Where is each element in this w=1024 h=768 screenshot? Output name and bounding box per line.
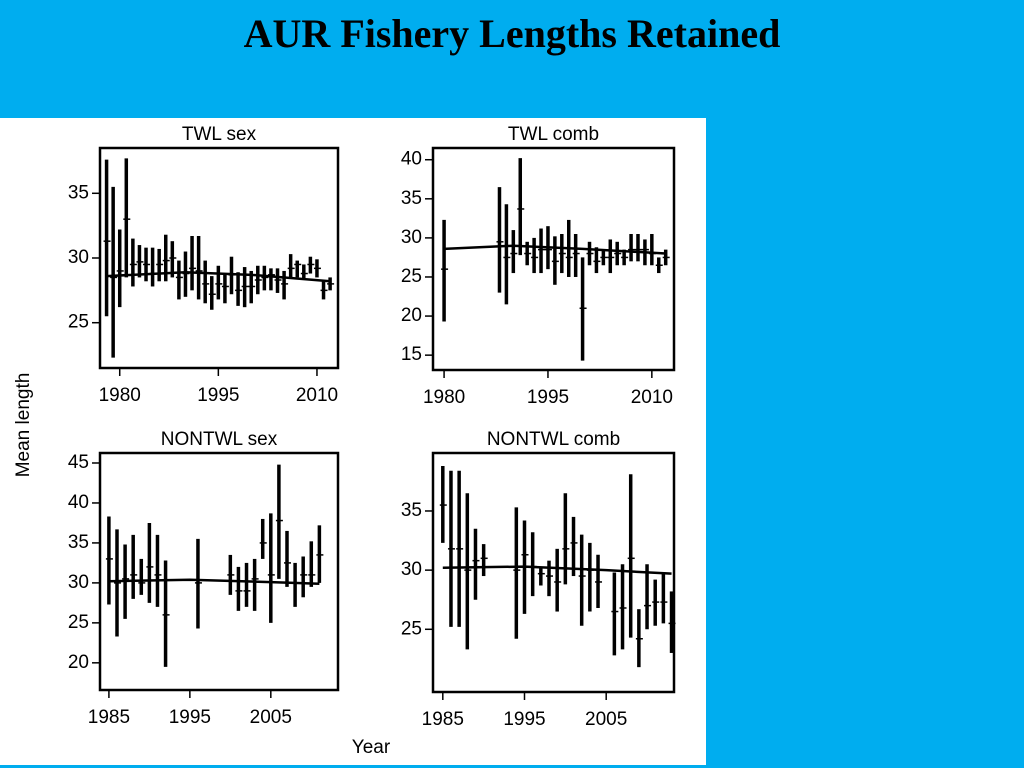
x-tick-label: 1985: [422, 709, 464, 730]
y-tick-label: 20: [68, 652, 89, 673]
x-tick-label: 1985: [88, 707, 130, 728]
x-tick-label: 2005: [250, 707, 292, 728]
plot-frame: [431, 146, 676, 372]
y-tick-label: 25: [401, 266, 422, 287]
y-tick-label: 40: [401, 149, 422, 170]
panel-title: TWL comb: [508, 124, 599, 145]
plot-frame: [98, 146, 340, 370]
y-tick-label: 30: [68, 247, 89, 268]
x-tick-label: 1995: [197, 385, 239, 406]
figure-background: [0, 118, 706, 765]
y-tick-label: 35: [68, 532, 89, 553]
y-tick-label: 40: [68, 492, 89, 513]
y-tick-label: 35: [401, 500, 422, 521]
x-tick-label: 1995: [503, 709, 545, 730]
panel-title: NONTWL sex: [161, 429, 278, 450]
plot-frame: [98, 451, 340, 692]
y-tick-label: 15: [401, 344, 422, 365]
panel-title: TWL sex: [182, 124, 257, 145]
plot-frame: [431, 451, 676, 694]
y-tick-label: 35: [68, 182, 89, 203]
x-tick-label: 2005: [585, 709, 627, 730]
y-tick-label: 30: [401, 227, 422, 248]
slide-title: AUR Fishery Lengths Retained: [244, 11, 781, 56]
x-tick-label: 1980: [99, 385, 141, 406]
y-tick-label: 25: [68, 312, 89, 333]
x-tick-label: 1995: [527, 387, 569, 408]
x-tick-label: 2010: [296, 385, 338, 406]
x-axis-label: Year: [352, 737, 391, 758]
fit-line: [108, 578, 320, 585]
fit-line: [106, 270, 331, 283]
fit-line: [442, 565, 672, 575]
y-tick-label: 30: [68, 572, 89, 593]
x-tick-label: 1980: [423, 387, 465, 408]
y-tick-label: 35: [401, 188, 422, 209]
x-tick-label: 1995: [169, 707, 211, 728]
y-axis-label: Mean length: [13, 373, 34, 478]
y-tick-label: 25: [401, 618, 422, 639]
panel-title: NONTWL comb: [487, 429, 620, 450]
x-tick-label: 2010: [631, 387, 673, 408]
y-tick-label: 20: [401, 305, 422, 326]
y-tick-label: 30: [401, 559, 422, 580]
y-tick-label: 45: [68, 452, 89, 473]
fit-line: [444, 244, 666, 255]
y-tick-label: 25: [68, 612, 89, 633]
